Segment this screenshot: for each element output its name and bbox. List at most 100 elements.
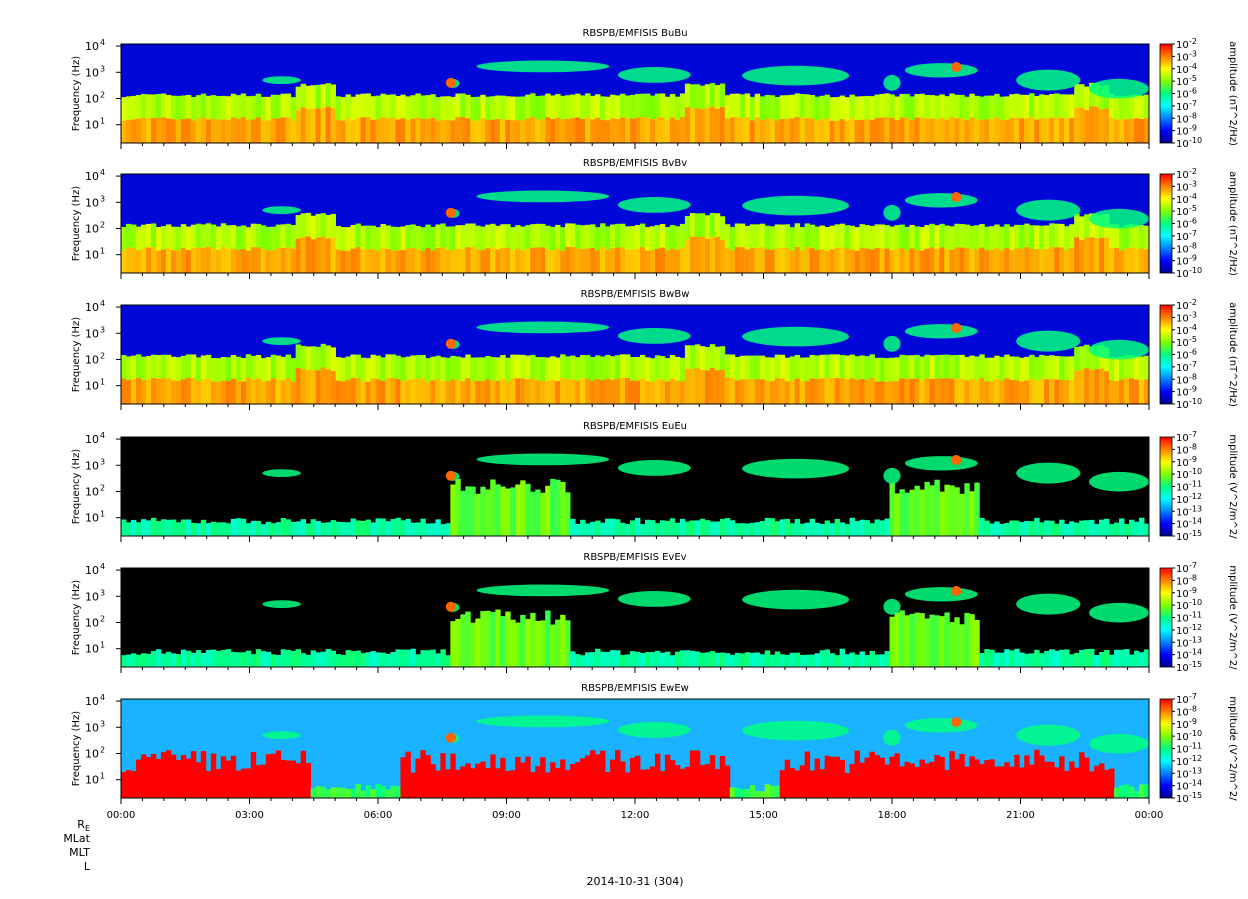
- band-column: [395, 517, 401, 536]
- band-column-hot: [799, 250, 806, 273]
- band-column-hot: [749, 379, 756, 404]
- colorbar-tick-exponent: -14: [1189, 648, 1202, 657]
- band-column-hot: [939, 378, 945, 404]
- y-tick-exponent: 2: [100, 220, 105, 229]
- band-column-hot: [749, 247, 756, 273]
- band-column: [999, 652, 1005, 667]
- colorbar: [1159, 436, 1173, 537]
- band-column-hot: [1079, 107, 1085, 143]
- band-column-hot: [669, 378, 676, 404]
- band-column: [729, 654, 736, 667]
- y-tick-exponent: 3: [100, 325, 105, 334]
- band-column: [285, 760, 292, 798]
- band-column: [440, 96, 446, 143]
- band-column-hot: [300, 369, 307, 404]
- band-column-hot: [694, 107, 701, 143]
- colorbar-tick-label: 10: [1176, 40, 1189, 51]
- band-column: [245, 523, 252, 536]
- band-column: [1114, 787, 1120, 798]
- band-column: [1084, 520, 1090, 536]
- band-column: [210, 358, 217, 404]
- band-column: [914, 766, 920, 798]
- band-column-hot: [160, 378, 167, 404]
- colorbar-tick-exponent: -9: [1189, 586, 1197, 595]
- band-column-hot: [1074, 237, 1080, 273]
- band-column: [265, 754, 272, 798]
- band-column-hot: [869, 249, 875, 273]
- band-column: [560, 614, 566, 667]
- band-column-hot: [450, 379, 456, 404]
- band-column: [1129, 654, 1135, 667]
- band-column-hot: [595, 117, 601, 143]
- band-column: [1074, 767, 1080, 798]
- band-column-hot: [540, 119, 546, 143]
- band-column: [245, 96, 252, 143]
- band-column: [759, 791, 766, 798]
- y-tick-exponent: 1: [100, 378, 105, 387]
- band-column: [265, 521, 272, 536]
- band-column-hot: [475, 120, 481, 143]
- band-column: [894, 493, 900, 536]
- band-column: [630, 356, 636, 404]
- colorbar-tick-exponent: -15: [1189, 529, 1202, 538]
- band-column-hot: [649, 249, 656, 273]
- band-column: [799, 357, 806, 404]
- band-column-hot: [195, 118, 202, 143]
- band-column-hot: [235, 380, 242, 404]
- band-column-hot: [375, 250, 381, 273]
- band-column-hot: [914, 378, 920, 404]
- band-column: [535, 489, 541, 536]
- band-column-hot: [620, 377, 626, 404]
- band-column-hot: [879, 117, 885, 143]
- wave-emission: [617, 591, 691, 607]
- band-column: [1064, 226, 1070, 273]
- band-column-hot: [140, 380, 147, 404]
- band-column-hot: [480, 250, 486, 273]
- band-column: [335, 521, 341, 536]
- band-column-hot: [400, 250, 406, 273]
- x-tick-label: 09:00: [492, 810, 521, 821]
- wave-emission: [742, 195, 850, 216]
- band-column: [784, 518, 791, 536]
- band-column-hot: [600, 246, 606, 273]
- band-column-hot: [525, 379, 531, 404]
- band-column: [585, 755, 591, 798]
- band-column: [859, 519, 865, 536]
- band-column: [854, 521, 860, 536]
- band-column-hot: [689, 368, 696, 404]
- band-column: [814, 96, 821, 143]
- band-column-hot: [1059, 379, 1065, 404]
- band-column-hot: [250, 119, 257, 143]
- band-column: [335, 654, 341, 667]
- band-column: [500, 616, 506, 667]
- band-column-hot: [290, 120, 297, 143]
- band-column-hot: [155, 117, 162, 143]
- band-column: [694, 750, 701, 798]
- band-column: [415, 654, 421, 667]
- band-column: [1119, 785, 1125, 798]
- panel-title: RBSPB/EMFISIS BuBu: [582, 28, 687, 39]
- colorbar-tick-label: 10: [1176, 257, 1189, 268]
- band-column: [345, 650, 351, 667]
- band-column: [994, 652, 1000, 667]
- colorbar-tick-exponent: -4: [1189, 62, 1197, 71]
- band-column: [235, 226, 242, 273]
- band-column-hot: [999, 380, 1005, 404]
- panel-title: RBSPB/EMFISIS EvEv: [583, 552, 686, 563]
- band-column: [530, 491, 536, 536]
- band-column: [774, 785, 781, 798]
- band-column: [784, 759, 791, 798]
- band-column-hot: [1029, 116, 1035, 143]
- colorbar-tick-exponent: -7: [1189, 229, 1197, 238]
- colorbar-tick-label: 10: [1176, 433, 1189, 444]
- band-column: [260, 764, 267, 798]
- band-column-hot: [275, 248, 282, 273]
- band-column: [724, 653, 731, 667]
- band-column: [485, 489, 491, 536]
- band-column-hot: [320, 236, 326, 273]
- band-column: [185, 650, 192, 667]
- band-column: [395, 649, 401, 667]
- band-column: [400, 226, 406, 273]
- band-column: [625, 654, 631, 667]
- band-column: [435, 97, 441, 143]
